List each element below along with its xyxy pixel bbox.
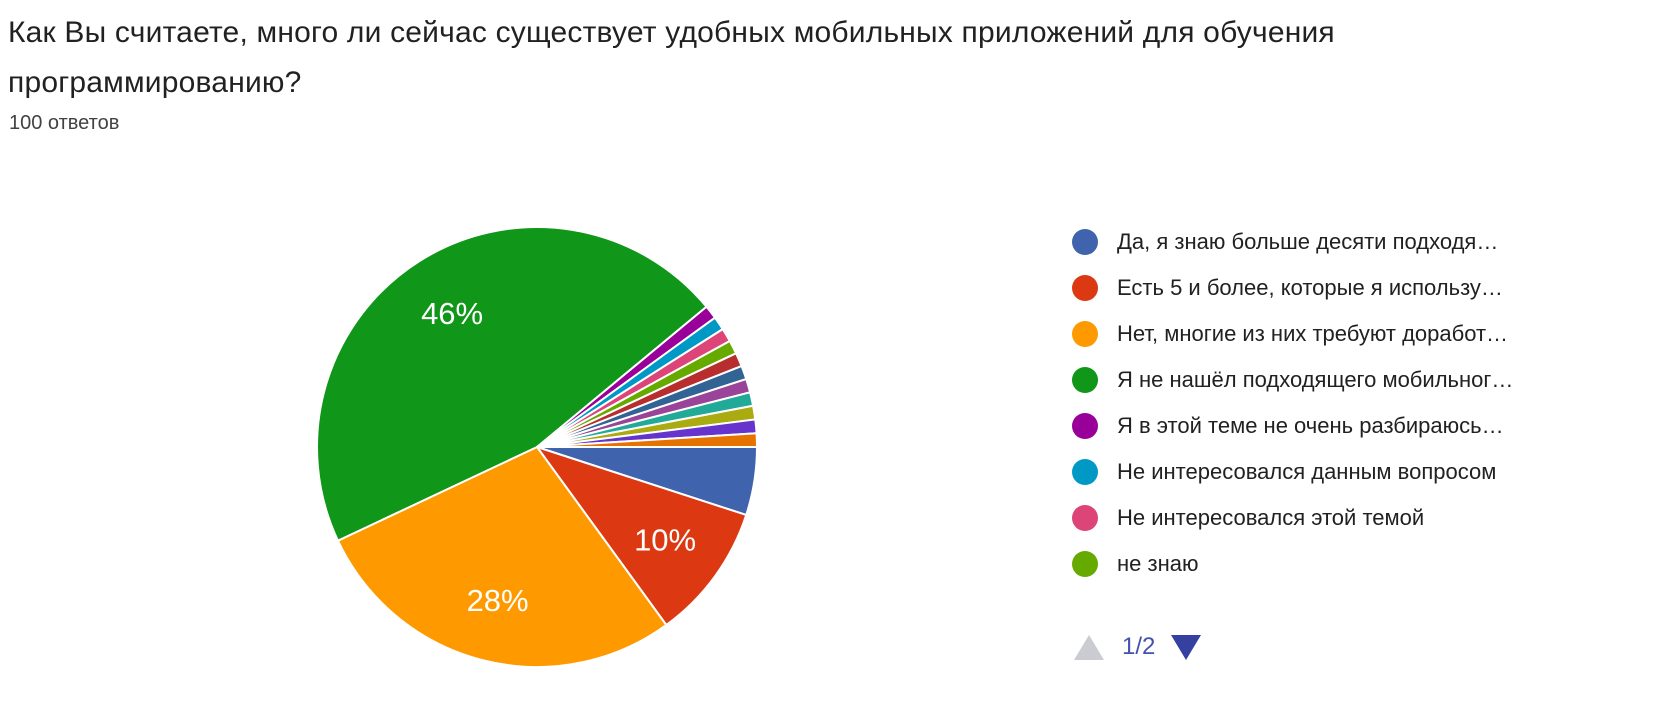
legend-color-dot [1072,413,1098,439]
legend-page-up-icon[interactable] [1074,634,1104,660]
pie-slice-3 [336,446,668,668]
legend-color-dot [1072,275,1098,301]
legend-item: не знаю [1072,541,1513,587]
legend-item-label: Есть 5 и более, которые я использу… [1117,275,1503,300]
responses-count: 100 ответов [9,112,120,134]
pie-slice-4 [316,226,708,542]
legend-color-dot [1072,551,1098,577]
legend-color-dot [1072,321,1098,347]
legend-color-dot [1072,367,1098,393]
legend-item: Да, я знаю больше десяти подходя… [1072,219,1513,265]
legend-color-dot [1072,459,1098,485]
legend-item-label: Нет, многие из них требуют доработ… [1117,321,1509,346]
legend-page-down-icon[interactable] [1171,634,1202,660]
pie-slice-15 [536,432,759,448]
legend-item-label: Да, я знаю больше десяти подходя… [1117,229,1499,254]
legend-item-label: Не интересовался данным вопросом [1117,459,1497,484]
legend-item: Не интересовался данным вопросом [1072,449,1513,495]
pie-slice-percent-label: 10% [634,523,696,558]
legend-item-label: Я в этой теме не очень разбираюсь… [1117,413,1504,438]
legend-item: Я не нашёл подходящего мобильног… [1072,357,1513,403]
pie-slice-2 [536,446,748,626]
legend-item-label: Я не нашёл подходящего мобильног… [1117,367,1514,392]
pie-slice-percent-label: 46% [421,296,483,331]
legend-page-indicator: 1/2 [1122,633,1156,660]
pie-chart: 10% 28% 46% [316,226,759,668]
legend-color-dot [1072,505,1098,531]
legend-item: Нет, многие из них требуют доработ… [1072,311,1513,357]
legend: Да, я знаю больше десяти подходя… Есть 5 … [1072,219,1513,587]
legend-item-label: не знаю [1117,551,1199,576]
pie-slice-percent-label: 28% [467,583,529,618]
legend-item: Не интересовался этой темой [1072,495,1513,541]
legend-item: Я в этой теме не очень разбираюсь… [1072,403,1513,449]
legend-item-label: Не интересовался этой темой [1117,505,1425,530]
legend-color-dot [1072,229,1098,255]
question-title: Как Вы считаете, много ли сейчас существ… [8,16,1335,99]
legend-pagination: 1/2 [1074,633,1202,661]
legend-item: Есть 5 и более, которые я использу… [1072,265,1513,311]
